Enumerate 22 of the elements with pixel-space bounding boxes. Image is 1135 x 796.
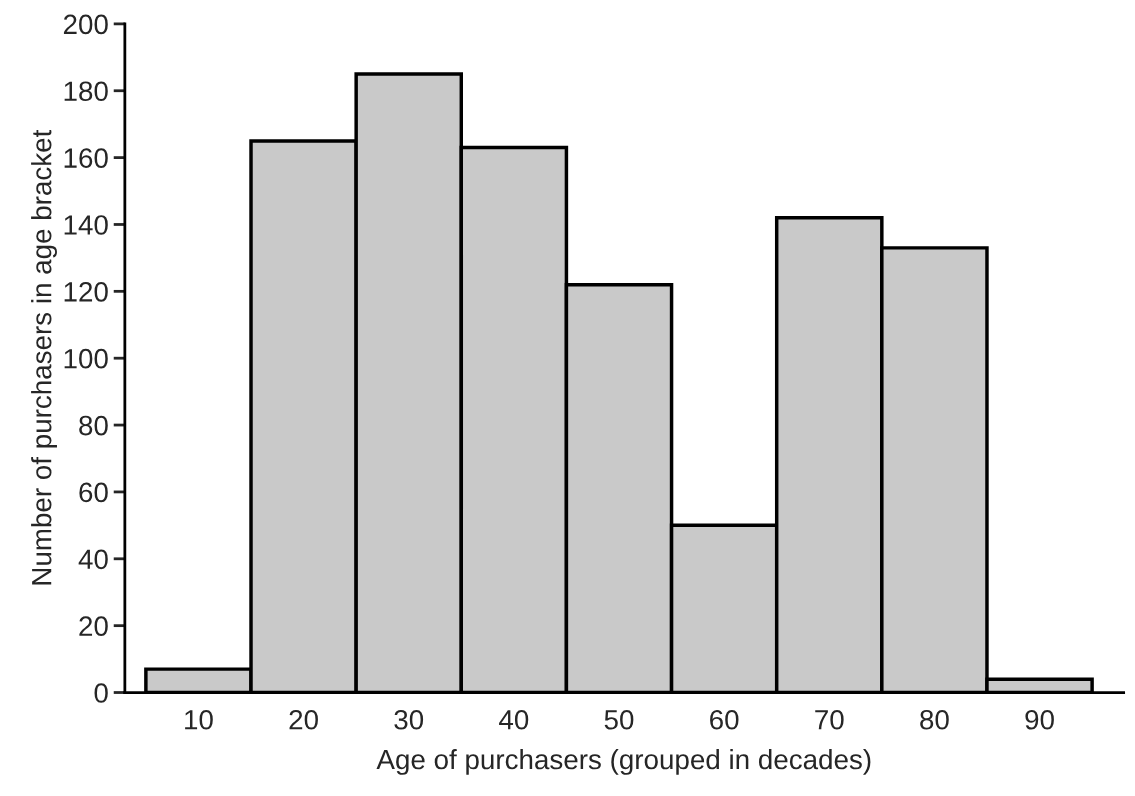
y-tick-label: 140 — [64, 215, 108, 235]
x-tick-label: 30 — [394, 709, 424, 730]
x-axis-title: Age of purchasers (grouped in decades) — [376, 748, 871, 775]
y-tick-label: 40 — [78, 549, 108, 570]
y-tick-label: 180 — [64, 81, 108, 102]
y-tick-label: 60 — [79, 482, 108, 503]
y-tick-label: 0 — [94, 683, 108, 703]
y-tick-label: 160 — [64, 148, 108, 168]
x-tick-label: 40 — [499, 709, 529, 730]
y-axis-title: Number of purchasers in age bracket — [31, 129, 57, 585]
x-tick-label: 90 — [1025, 709, 1054, 730]
y-tick-label: 80 — [79, 415, 108, 436]
x-tick-label: 80 — [920, 709, 949, 730]
x-tick-label: 70 — [815, 709, 844, 730]
y-tick-label: 120 — [64, 282, 108, 302]
y-tick-label: 200 — [63, 14, 108, 35]
y-tick-label: 100 — [64, 348, 108, 369]
x-tick-label: 50 — [604, 709, 634, 730]
x-tick-label: 10 — [185, 709, 213, 730]
y-tick-label: 20 — [79, 616, 108, 636]
x-tick-label: 20 — [289, 709, 318, 730]
x-tick-label: 60 — [710, 709, 739, 730]
